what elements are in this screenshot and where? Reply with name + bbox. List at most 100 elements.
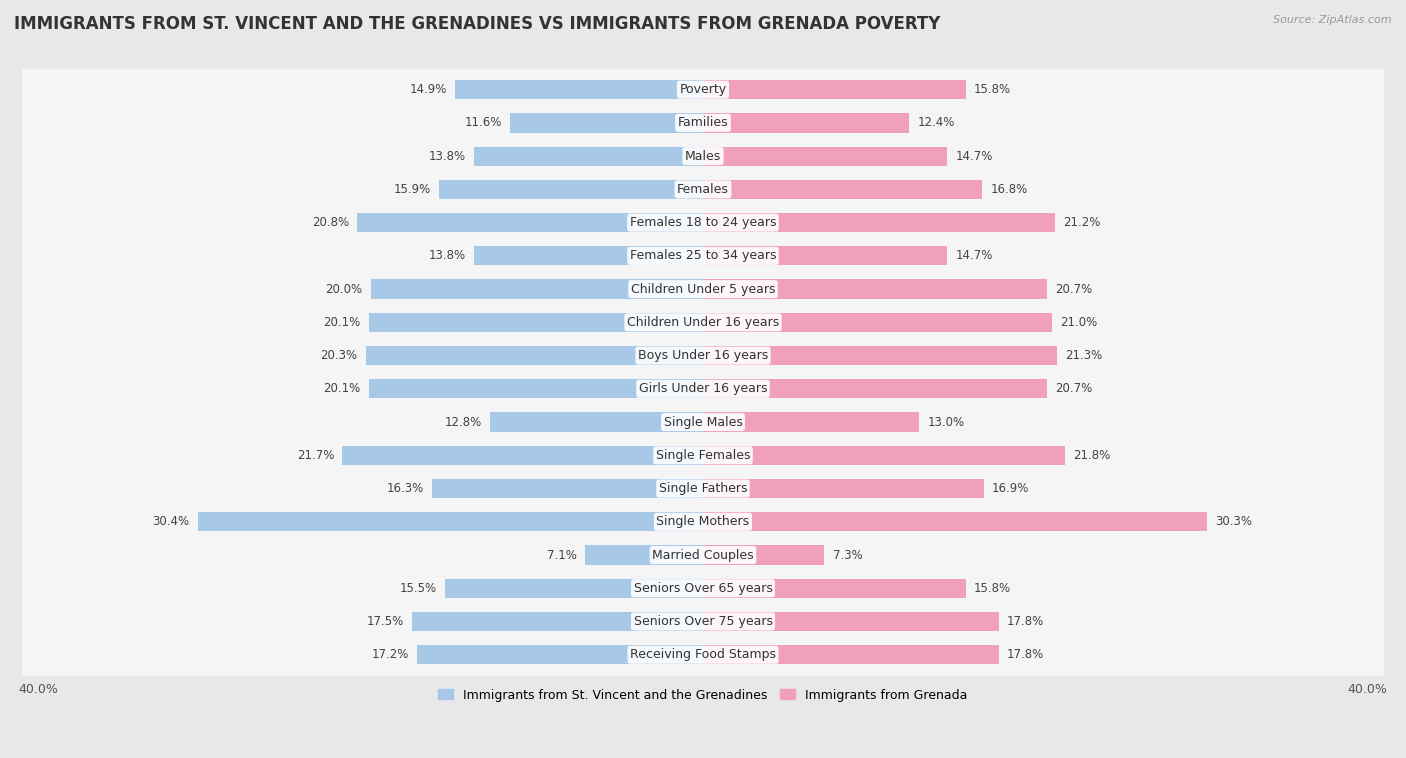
Bar	[446, 578, 703, 598]
Text: 7.1%: 7.1%	[547, 549, 576, 562]
Text: 12.4%: 12.4%	[917, 117, 955, 130]
FancyBboxPatch shape	[3, 468, 1403, 509]
Text: 17.2%: 17.2%	[371, 648, 409, 661]
Text: 14.7%: 14.7%	[956, 149, 993, 163]
Text: Males: Males	[685, 149, 721, 163]
Text: 20.3%: 20.3%	[321, 349, 357, 362]
Text: 21.0%: 21.0%	[1060, 316, 1098, 329]
Text: 21.2%: 21.2%	[1063, 216, 1101, 229]
Text: 14.7%: 14.7%	[956, 249, 993, 262]
Text: 15.9%: 15.9%	[394, 183, 430, 196]
FancyBboxPatch shape	[3, 334, 1403, 377]
Text: 20.8%: 20.8%	[312, 216, 349, 229]
Text: 14.9%: 14.9%	[409, 83, 447, 96]
Text: 20.1%: 20.1%	[323, 382, 361, 396]
Bar	[474, 246, 703, 265]
Bar	[432, 479, 703, 498]
Text: 17.8%: 17.8%	[1007, 648, 1045, 661]
Text: 21.3%: 21.3%	[1066, 349, 1102, 362]
Text: Children Under 5 years: Children Under 5 years	[631, 283, 775, 296]
Text: 16.3%: 16.3%	[387, 482, 423, 495]
Text: Source: ZipAtlas.com: Source: ZipAtlas.com	[1274, 15, 1392, 25]
Bar	[703, 146, 948, 166]
Text: Girls Under 16 years: Girls Under 16 years	[638, 382, 768, 396]
Text: Seniors Over 75 years: Seniors Over 75 years	[634, 615, 772, 628]
Bar	[703, 479, 984, 498]
FancyBboxPatch shape	[3, 534, 1403, 576]
Text: IMMIGRANTS FROM ST. VINCENT AND THE GRENADINES VS IMMIGRANTS FROM GRENADA POVERT: IMMIGRANTS FROM ST. VINCENT AND THE GREN…	[14, 15, 941, 33]
Text: 21.8%: 21.8%	[1074, 449, 1111, 462]
Text: 15.5%: 15.5%	[399, 581, 437, 595]
Text: 13.8%: 13.8%	[429, 249, 465, 262]
FancyBboxPatch shape	[3, 302, 1403, 343]
FancyBboxPatch shape	[3, 102, 1403, 144]
Bar	[357, 213, 703, 232]
Text: 30.3%: 30.3%	[1215, 515, 1251, 528]
Bar	[585, 545, 703, 565]
FancyBboxPatch shape	[3, 634, 1403, 675]
Text: Poverty: Poverty	[679, 83, 727, 96]
Legend: Immigrants from St. Vincent and the Grenadines, Immigrants from Grenada: Immigrants from St. Vincent and the Gren…	[433, 684, 973, 706]
Text: 15.8%: 15.8%	[974, 83, 1011, 96]
Text: 12.8%: 12.8%	[444, 415, 482, 428]
Text: Boys Under 16 years: Boys Under 16 years	[638, 349, 768, 362]
Bar	[366, 346, 703, 365]
Bar	[703, 113, 910, 133]
Text: 13.0%: 13.0%	[928, 415, 965, 428]
Text: Seniors Over 65 years: Seniors Over 65 years	[634, 581, 772, 595]
Bar	[703, 313, 1052, 332]
FancyBboxPatch shape	[3, 69, 1403, 111]
FancyBboxPatch shape	[3, 401, 1403, 443]
Bar	[703, 379, 1047, 399]
Text: Single Fathers: Single Fathers	[659, 482, 747, 495]
Bar	[703, 280, 1047, 299]
Bar	[439, 180, 703, 199]
Text: 16.9%: 16.9%	[993, 482, 1029, 495]
FancyBboxPatch shape	[3, 501, 1403, 543]
Text: Females 25 to 34 years: Females 25 to 34 years	[630, 249, 776, 262]
FancyBboxPatch shape	[3, 202, 1403, 243]
Text: 11.6%: 11.6%	[464, 117, 502, 130]
FancyBboxPatch shape	[3, 168, 1403, 210]
FancyBboxPatch shape	[3, 135, 1403, 177]
Bar	[491, 412, 703, 432]
Text: Females: Females	[678, 183, 728, 196]
Text: Receiving Food Stamps: Receiving Food Stamps	[630, 648, 776, 661]
FancyBboxPatch shape	[3, 368, 1403, 410]
Text: 20.7%: 20.7%	[1056, 382, 1092, 396]
Bar	[368, 313, 703, 332]
Bar	[703, 545, 824, 565]
Bar	[703, 612, 998, 631]
Text: 20.7%: 20.7%	[1056, 283, 1092, 296]
FancyBboxPatch shape	[3, 434, 1403, 476]
Text: Females 18 to 24 years: Females 18 to 24 years	[630, 216, 776, 229]
Text: Single Females: Single Females	[655, 449, 751, 462]
Text: 20.1%: 20.1%	[323, 316, 361, 329]
Bar	[412, 612, 703, 631]
FancyBboxPatch shape	[3, 600, 1403, 643]
Bar	[703, 645, 998, 664]
Bar	[368, 379, 703, 399]
Text: 20.0%: 20.0%	[325, 283, 363, 296]
Bar	[703, 213, 1056, 232]
Bar	[510, 113, 703, 133]
Bar	[703, 412, 920, 432]
FancyBboxPatch shape	[3, 567, 1403, 609]
Text: Married Couples: Married Couples	[652, 549, 754, 562]
Bar	[456, 80, 703, 99]
Text: 30.4%: 30.4%	[152, 515, 190, 528]
FancyBboxPatch shape	[3, 235, 1403, 277]
Bar	[703, 80, 966, 99]
Bar	[418, 645, 703, 664]
Text: Children Under 16 years: Children Under 16 years	[627, 316, 779, 329]
Bar	[703, 246, 948, 265]
Bar	[343, 446, 703, 465]
Bar	[703, 446, 1066, 465]
Text: Single Mothers: Single Mothers	[657, 515, 749, 528]
Text: 21.7%: 21.7%	[297, 449, 335, 462]
FancyBboxPatch shape	[3, 268, 1403, 310]
Bar	[703, 512, 1206, 531]
Text: Single Males: Single Males	[664, 415, 742, 428]
Text: 15.8%: 15.8%	[974, 581, 1011, 595]
Bar	[474, 146, 703, 166]
